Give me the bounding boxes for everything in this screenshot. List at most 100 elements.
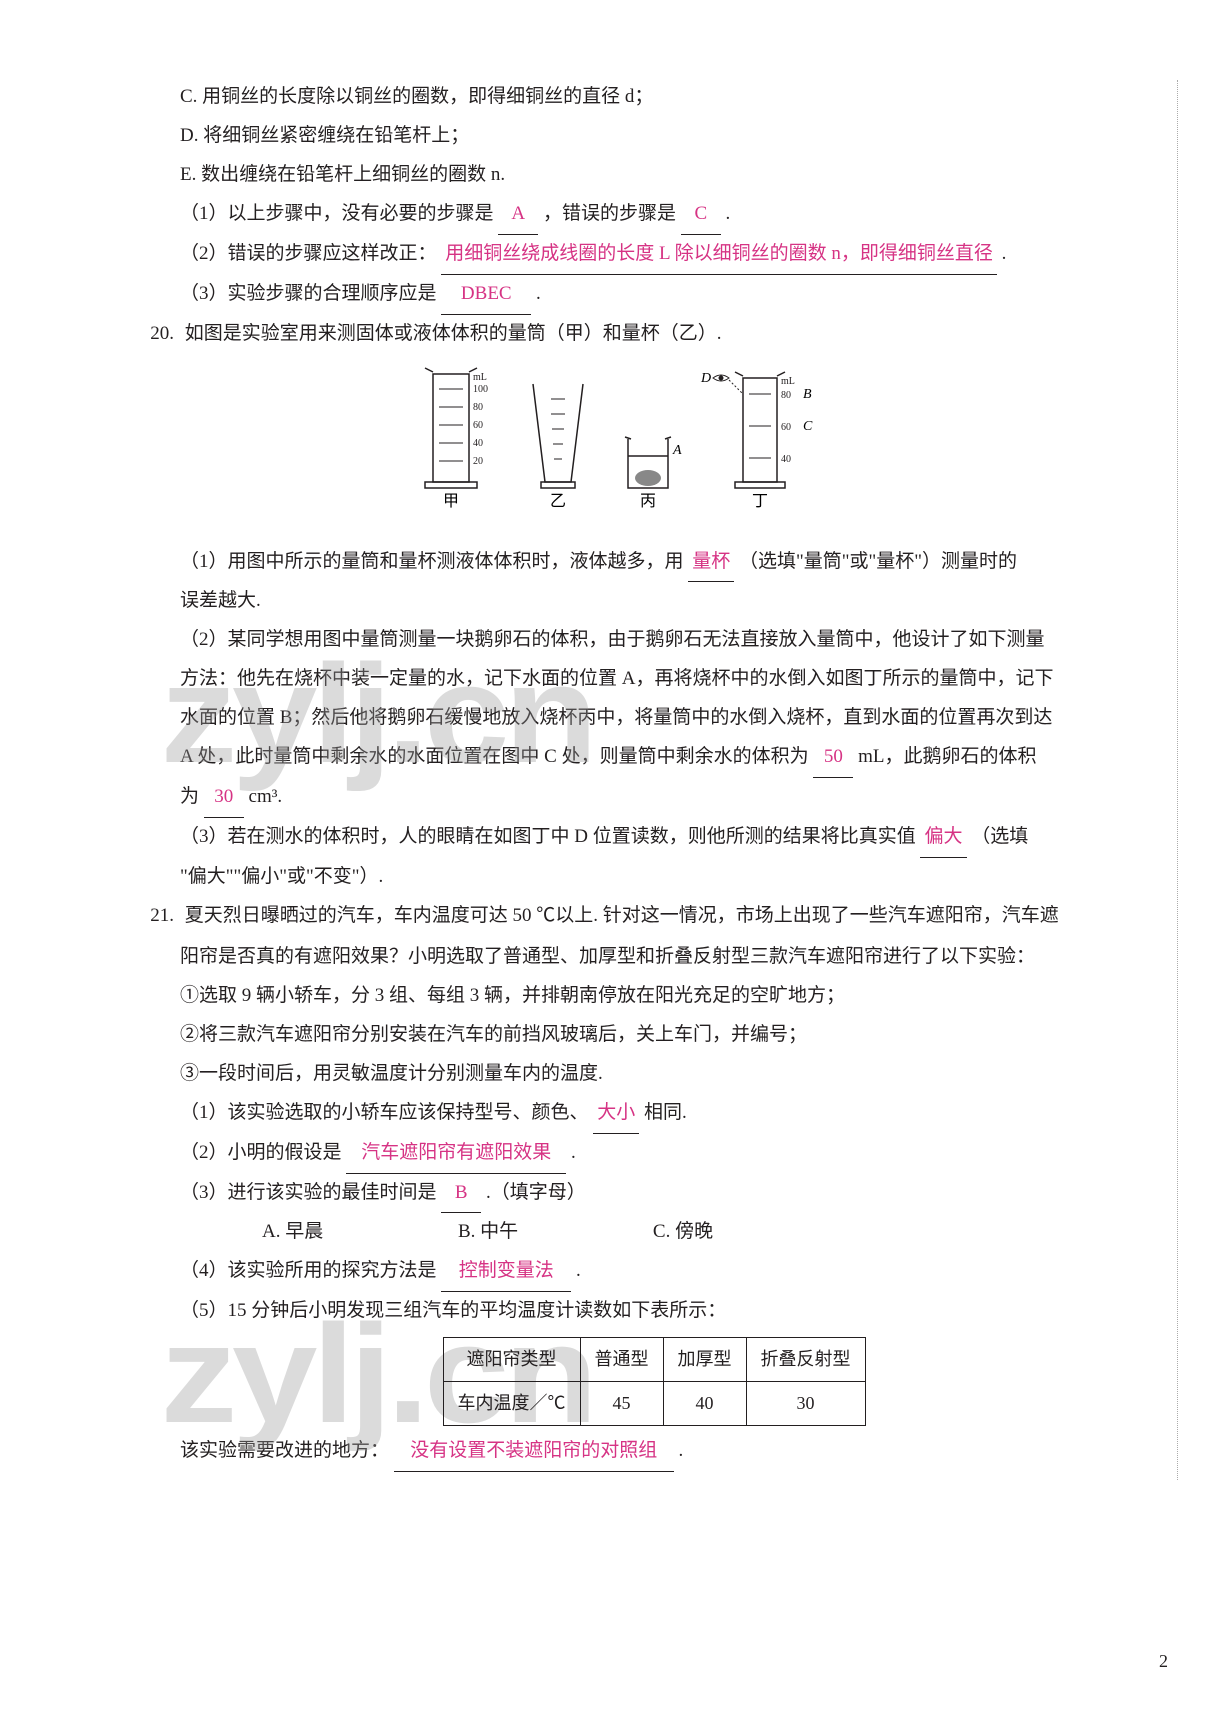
svg-text:甲: 甲 — [443, 493, 459, 510]
text: 水面的位置 B；然后他将鹅卵石缓慢地放入烧杯丙中，将量筒中的水倒入烧杯，直到水面… — [180, 699, 1128, 738]
table-cell: 30 — [746, 1382, 865, 1426]
q21-p2: （2）小明的假设是 汽车遮阳帘有遮阳效果 . — [180, 1134, 1128, 1174]
option-c: C. 傍晚 — [653, 1213, 713, 1252]
answer-blank: DBEC — [441, 275, 531, 315]
question-21: 21. 夏天烈日曝晒过的汽车，车内温度可达 50 ℃以上. 针对这一情况，市场上… — [138, 897, 1128, 936]
text: 该实验需要改进的地方： — [180, 1440, 389, 1461]
answer-blank: 量杯 — [688, 543, 734, 583]
q21-p4: （4）该实验所用的探究方法是 控制变量法 . — [180, 1252, 1128, 1292]
text: . — [571, 1142, 576, 1163]
q21-p1: （1）该实验选取的小轿车应该保持型号、颜色、 大小 相同. — [180, 1094, 1128, 1134]
text: 相同. — [644, 1102, 687, 1123]
answer-blank: 用细铜丝绕成线圈的长度 L 除以细铜丝的圈数 n，即得细铜丝直径 — [441, 235, 997, 275]
stem: 如图是实验室用来测固体或液体体积的量筒（甲）和量杯（乙）. — [185, 323, 722, 344]
text: . — [576, 1260, 581, 1281]
svg-text:丙: 丙 — [640, 493, 656, 510]
text: （1）以上步骤中，没有必要的步骤是 — [180, 203, 494, 224]
q21-body: 阳帘是否真的有遮阳效果？小明选取了普通型、加厚型和折叠反射型三款汽车遮阳帘进行了… — [138, 938, 1128, 1472]
svg-text:80: 80 — [781, 390, 791, 401]
q20-p2d: A 处，此时量筒中剩余水的水面位置在图中 C 处，则量筒中剩余水的体积为 50 … — [180, 738, 1128, 778]
text: 为 — [180, 786, 199, 807]
table-header: 折叠反射型 — [746, 1338, 865, 1382]
text: ，错误的步骤是 — [543, 203, 676, 224]
cylinders-svg: mL 100 80 60 40 20 甲 乙 A 丙 — [403, 364, 863, 514]
step: ②将三款汽车遮阳帘分别安装在汽车的前挡风玻璃后，关上车门，并编号； — [180, 1016, 1128, 1055]
answer-blank: 没有设置不装遮阳帘的对照组 — [394, 1432, 674, 1472]
table-row: 遮阳帘类型 普通型 加厚型 折叠反射型 — [443, 1338, 865, 1382]
answer-blank: 汽车遮阳帘有遮阳效果 — [346, 1134, 566, 1174]
text: 阳帘是否真的有遮阳效果？小明选取了普通型、加厚型和折叠反射型三款汽车遮阳帘进行了… — [180, 938, 1128, 977]
svg-text:丁: 丁 — [752, 493, 768, 510]
question-number: 20. — [138, 315, 180, 354]
svg-text:20: 20 — [473, 456, 483, 467]
text: （2）错误的步骤应这样改正： — [180, 243, 437, 264]
margin-decoration — [1177, 80, 1178, 1480]
svg-text:D: D — [700, 371, 711, 386]
svg-text:60: 60 — [781, 422, 791, 433]
text: （2）某同学想用图中量筒测量一块鹅卵石的体积，由于鹅卵石无法直接放入量筒中，他设… — [180, 621, 1128, 660]
table-header: 普通型 — [580, 1338, 663, 1382]
answer-blank: 控制变量法 — [441, 1252, 571, 1292]
text: （选填 — [971, 826, 1028, 847]
q20-p1: （1）用图中所示的量筒和量杯测液体体积时，液体越多，用 量杯 （选填"量筒"或"… — [180, 543, 1128, 583]
svg-text:40: 40 — [473, 438, 483, 449]
svg-text:B: B — [803, 387, 812, 402]
answer-blank: C — [681, 195, 721, 235]
table-cell: 车内温度／℃ — [443, 1382, 580, 1426]
q19-part2: （2）错误的步骤应这样改正： 用细铜丝绕成线圈的长度 L 除以细铜丝的圈数 n，… — [180, 235, 1128, 275]
q19-part3: （3）实验步骤的合理顺序应是 DBEC . — [180, 275, 1128, 315]
answer-blank: 大小 — [593, 1094, 639, 1134]
table-row: 车内温度／℃ 45 40 30 — [443, 1382, 865, 1426]
text: （3）进行该实验的最佳时间是 — [180, 1182, 437, 1203]
answer-blank: 50 — [813, 738, 853, 778]
text: . — [679, 1440, 684, 1461]
question-20: 20. 如图是实验室用来测固体或液体体积的量筒（甲）和量杯（乙）. — [138, 315, 1128, 354]
q19-part1: （1）以上步骤中，没有必要的步骤是 A ，错误的步骤是 C . — [180, 195, 1128, 235]
svg-text:乙: 乙 — [550, 493, 566, 510]
svg-text:60: 60 — [473, 420, 483, 431]
text: （5）15 分钟后小明发现三组汽车的平均温度计读数如下表所示： — [180, 1292, 1128, 1331]
option-a: A. 早晨 — [262, 1213, 323, 1252]
data-table: 遮阳帘类型 普通型 加厚型 折叠反射型 车内温度／℃ 45 40 30 — [443, 1337, 866, 1426]
option-row: A. 早晨 B. 中午 C. 傍晚 — [180, 1213, 1128, 1252]
text: . — [1002, 243, 1007, 264]
svg-text:mL: mL — [781, 376, 795, 387]
answer-blank: 偏大 — [920, 818, 966, 858]
text: （选填"量筒"或"量杯"）测量时的 — [739, 551, 1017, 572]
text: A 处，此时量筒中剩余水的水面位置在图中 C 处，则量筒中剩余水的体积为 — [180, 746, 809, 767]
text: mL，此鹅卵石的体积 — [858, 746, 1036, 767]
text: （2）小明的假设是 — [180, 1142, 342, 1163]
text: .（填字母） — [486, 1182, 586, 1203]
question-number: 21. — [138, 897, 180, 936]
text: "偏大""偏小"或"不变"）. — [180, 858, 1128, 897]
option-c: C. 用铜丝的长度除以铜丝的圈数，即得细铜丝的直径 d； — [180, 78, 1128, 117]
step: ①选取 9 辆小轿车，分 3 组、每组 3 辆，并排朝南停放在阳光充足的空旷地方… — [180, 977, 1128, 1016]
text: 方法：他先在烧杯中装一定量的水，记下水面的位置 A，再将烧杯中的水倒入如图丁所示… — [180, 660, 1128, 699]
table-header: 加厚型 — [663, 1338, 746, 1382]
q20-p2f: 为 30 cm³. — [180, 778, 1128, 818]
table-header: 遮阳帘类型 — [443, 1338, 580, 1382]
table-cell: 45 — [580, 1382, 663, 1426]
text: 误差越大. — [180, 582, 1128, 621]
q20-p3: （3）若在测水的体积时，人的眼睛在如图丁中 D 位置读数，则他所测的结果将比真实… — [180, 818, 1128, 858]
question-19-continuation: C. 用铜丝的长度除以铜丝的圈数，即得细铜丝的直径 d； D. 将细铜丝紧密缠绕… — [138, 78, 1128, 315]
q21-p6: 该实验需要改进的地方： 没有设置不装遮阳帘的对照组 . — [180, 1432, 1128, 1472]
text: . — [536, 283, 541, 304]
svg-text:C: C — [803, 419, 813, 434]
data-table-wrap: 遮阳帘类型 普通型 加厚型 折叠反射型 车内温度／℃ 45 40 30 — [180, 1337, 1128, 1426]
text: （1）该实验选取的小轿车应该保持型号、颜色、 — [180, 1102, 589, 1123]
answer-blank: A — [498, 195, 538, 235]
text: （4）该实验所用的探究方法是 — [180, 1260, 437, 1281]
svg-text:A: A — [672, 443, 682, 458]
svg-text:80: 80 — [473, 402, 483, 413]
answer-blank: 30 — [204, 778, 244, 818]
answer-blank: B — [441, 1174, 481, 1214]
svg-text:mL: mL — [473, 372, 487, 383]
option-d: D. 将细铜丝紧密缠绕在铅笔杆上； — [180, 117, 1128, 156]
option-e: E. 数出缠绕在铅笔杆上细铜丝的圈数 n. — [180, 156, 1128, 195]
q21-p3: （3）进行该实验的最佳时间是 B .（填字母） — [180, 1174, 1128, 1214]
table-cell: 40 — [663, 1382, 746, 1426]
svg-text:100: 100 — [473, 384, 488, 395]
page-number: 2 — [1159, 1643, 1168, 1680]
q20-body: （1）用图中所示的量筒和量杯测液体体积时，液体越多，用 量杯 （选填"量筒"或"… — [138, 543, 1128, 897]
